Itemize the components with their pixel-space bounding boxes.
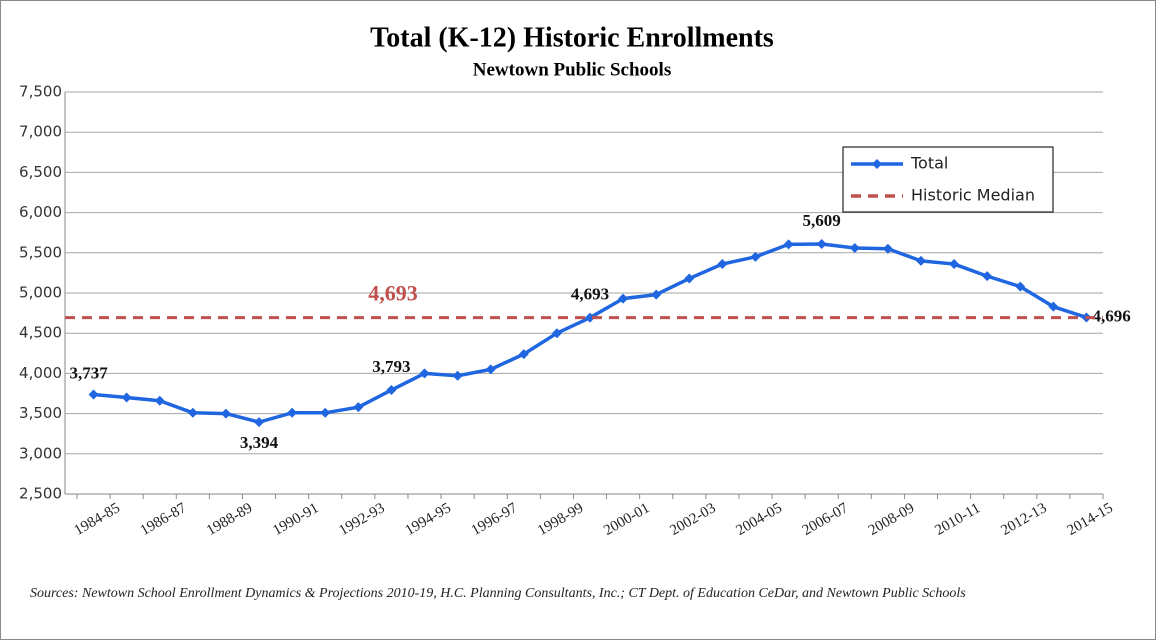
data-label: 3,737 <box>70 363 109 382</box>
data-marker <box>485 364 496 375</box>
y-tick-label: 7,500 <box>19 83 62 101</box>
legend-label: Total <box>910 154 948 173</box>
chart-subtitle: Newtown Public Schools <box>473 59 671 80</box>
data-marker <box>949 259 960 270</box>
data-marker <box>1048 301 1059 312</box>
y-tick-label: 2,500 <box>19 485 62 503</box>
data-marker <box>684 273 695 284</box>
legend-label: Historic Median <box>911 186 1035 205</box>
y-tick-label: 4,500 <box>19 324 62 342</box>
data-marker <box>187 407 198 418</box>
data-marker <box>287 407 298 418</box>
data-marker <box>651 289 662 300</box>
data-marker <box>121 392 132 403</box>
data-marker <box>816 239 827 250</box>
data-label: 3,793 <box>372 357 410 376</box>
y-tick-label: 3,000 <box>19 444 62 462</box>
data-marker <box>154 395 165 406</box>
data-marker <box>783 239 794 250</box>
data-marker <box>915 255 926 266</box>
data-label: 4,693 <box>571 285 609 304</box>
data-label: 4,696 <box>1092 306 1130 325</box>
data-marker <box>386 385 397 396</box>
data-marker <box>1015 281 1026 292</box>
data-marker <box>353 402 364 413</box>
data-marker <box>585 312 595 323</box>
y-tick-label: 5,000 <box>19 284 62 302</box>
data-marker <box>551 328 562 339</box>
data-marker <box>452 370 463 381</box>
data-marker <box>320 407 331 418</box>
data-marker <box>419 368 430 379</box>
y-tick-label: 3,500 <box>19 404 62 422</box>
data-marker <box>88 389 99 400</box>
y-tick-label: 5,500 <box>19 243 62 261</box>
data-marker <box>220 408 231 419</box>
data-marker <box>518 349 529 360</box>
y-tick-label: 4,000 <box>19 364 62 382</box>
legend-marker <box>872 159 882 169</box>
data-marker <box>750 251 761 262</box>
legend-box <box>842 146 1054 213</box>
source-note: Sources: Newtown School Enrollment Dynam… <box>30 586 966 601</box>
y-tick-label: 7,000 <box>19 123 62 141</box>
data-label: 5,609 <box>803 211 841 230</box>
y-tick-label: 6,000 <box>19 203 62 221</box>
median-label: 4,693 <box>368 281 418 306</box>
data-marker <box>618 293 629 304</box>
y-tick-label: 6,500 <box>19 163 62 181</box>
data-marker <box>982 271 993 282</box>
data-marker <box>254 417 265 428</box>
data-marker <box>882 243 893 254</box>
data-marker <box>849 242 860 253</box>
data-label: 3,394 <box>240 433 279 452</box>
chart-title: Total (K-12) Historic Enrollments <box>370 22 774 53</box>
data-marker <box>717 259 728 270</box>
